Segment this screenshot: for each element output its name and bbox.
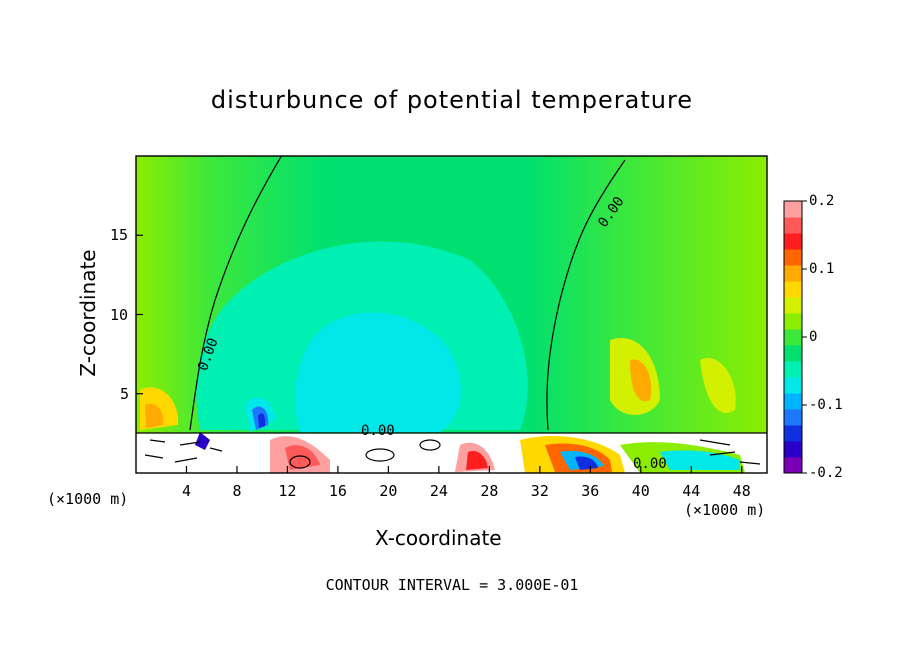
colorbar-segment	[784, 201, 802, 218]
y-tick-label: 10	[110, 305, 129, 324]
colorbar-segment	[784, 281, 802, 298]
zero-contours	[136, 156, 767, 469]
contour-label: 0.00	[361, 423, 395, 439]
x-unit-label-right: (×1000 m)	[684, 501, 766, 519]
y-tick-label: 5	[120, 384, 130, 403]
colorbar-segment	[784, 297, 802, 314]
y-tick-label: 15	[110, 226, 129, 245]
contour-interval-note: CONTOUR INTERVAL = 3.000E-01	[325, 576, 579, 594]
colorbar-segment	[784, 409, 802, 426]
colorbar-segment	[784, 345, 802, 362]
colorbar-segment	[784, 393, 802, 410]
colorbar-tick-label: 0.2	[809, 193, 835, 209]
colorbar-segment	[784, 457, 802, 474]
x-tick-label: 40	[631, 482, 650, 500]
x-axis-label: X-coordinate	[375, 526, 502, 550]
colorbar-tick-label: -0.2	[809, 465, 843, 481]
heatmap-field	[136, 156, 767, 473]
colorbar-segment	[784, 233, 802, 250]
colorbar-segment	[784, 441, 802, 458]
x-unit-label-left: (×1000 m)	[47, 490, 129, 508]
colorbar-segment	[784, 249, 802, 266]
colorbar-tick-label: -0.1	[809, 397, 843, 413]
x-tick-label: 28	[480, 482, 499, 500]
colorbar-segment	[784, 217, 802, 234]
x-tick-label: 48	[732, 482, 751, 500]
x-tick-label: 16	[328, 482, 347, 500]
x-tick-label: 32	[530, 482, 549, 500]
x-tick-label: 36	[581, 482, 600, 500]
x-tick-label: 44	[682, 482, 701, 500]
x-tick-label: 8	[232, 482, 242, 500]
colorbar-segment	[784, 265, 802, 282]
colorbar-segment	[784, 313, 802, 330]
colorbar-segment	[784, 425, 802, 442]
contour-label: 0.00	[633, 456, 667, 472]
x-tick-label: 12	[278, 482, 297, 500]
x-tick-label: 24	[429, 482, 448, 500]
chart-title: disturbunce of potential temperature	[210, 86, 694, 114]
colorbar-segment	[784, 361, 802, 378]
colorbar-segment	[784, 377, 802, 394]
colorbar-segment	[784, 329, 802, 346]
x-tick-label: 4	[181, 482, 191, 500]
colorbar-tick-label: 0	[809, 329, 818, 345]
colorbar-tick-label: 0.1	[809, 261, 835, 277]
x-tick-label: 20	[379, 482, 398, 500]
